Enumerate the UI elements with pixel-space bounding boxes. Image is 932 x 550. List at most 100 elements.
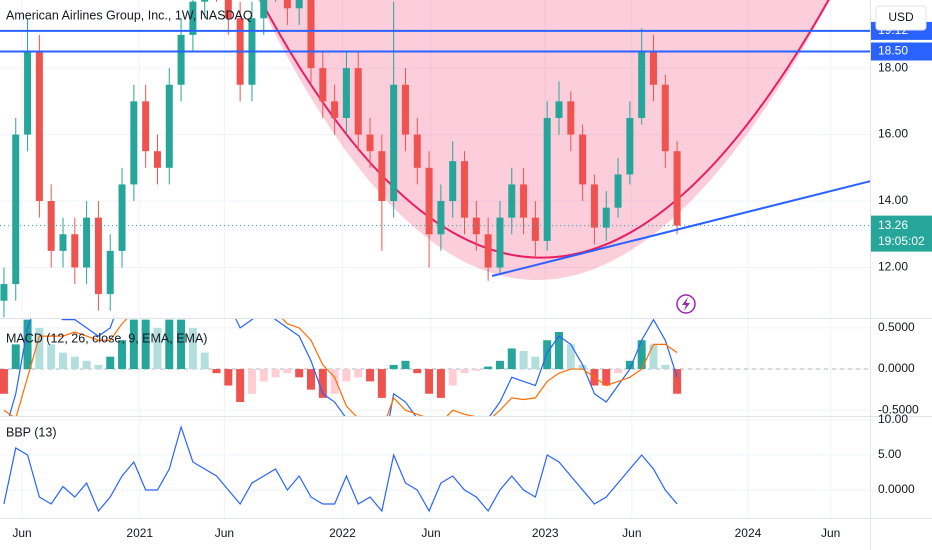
candle-body: [531, 217, 539, 241]
y-tick-label: 0.5000: [878, 320, 915, 334]
y-tick-label: 14.00: [878, 193, 908, 207]
candle-body: [413, 134, 421, 168]
y-tick-label: 0.0000: [878, 361, 915, 375]
candle-body: [307, 0, 315, 69]
x-tick-label: Jun: [622, 526, 641, 540]
last-price-label: 13.26: [878, 218, 908, 232]
currency-button[interactable]: [875, 5, 927, 31]
macd-histogram-bar: [236, 369, 245, 402]
macd-histogram-bar: [11, 344, 20, 370]
currency[interactable]: USD: [888, 10, 914, 24]
y-tick-label: 5.00: [878, 447, 902, 461]
candle-body: [165, 84, 173, 168]
macd-histogram-bar: [23, 319, 32, 370]
macd-histogram-bar: [507, 348, 516, 370]
candle-body: [638, 51, 646, 118]
macd-histogram-bar: [306, 369, 315, 390]
macd-histogram-bar: [578, 364, 587, 370]
candle-body: [342, 68, 350, 118]
candle-body: [579, 134, 587, 185]
macd-histogram-bar: [141, 319, 150, 370]
x-tick-label: 2022: [329, 526, 356, 540]
candle-body: [437, 201, 445, 235]
candle-body: [319, 68, 327, 102]
macd-histogram-bar: [448, 369, 457, 386]
macd-histogram-bar: [377, 369, 386, 398]
macd-histogram-bar: [436, 369, 445, 398]
macd-histogram-bar: [330, 369, 339, 394]
x-tick-label: Jun: [215, 526, 234, 540]
macd-histogram-bar: [129, 319, 138, 370]
macd-histogram-bar: [70, 356, 79, 370]
candle-body: [673, 151, 681, 226]
price-label: 18.50: [878, 44, 908, 58]
macd-histogram-bar: [177, 319, 186, 370]
candle-body: [425, 167, 433, 235]
alert-icon[interactable]: [676, 294, 696, 314]
candle-body: [567, 101, 575, 135]
candle-body: [201, 0, 209, 2]
candle-body: [354, 68, 362, 135]
candle-body: [390, 84, 398, 202]
macd-histogram-bar: [295, 369, 304, 378]
macd-histogram-bar: [212, 369, 221, 374]
macd-histogram-bar: [366, 369, 375, 382]
candle-body: [118, 184, 126, 251]
candle-body: [0, 284, 8, 301]
macd-histogram-bar: [649, 344, 658, 370]
trendline-group: [491, 180, 870, 277]
macd-histogram-bar: [224, 369, 233, 386]
macd-histogram-bar: [602, 369, 611, 386]
candle-body: [543, 117, 551, 241]
macd-histogram-bar: [188, 327, 197, 370]
candle-body: [142, 101, 150, 152]
macd-histogram-bar: [484, 366, 493, 370]
macd-histogram-bar: [106, 356, 115, 370]
macd-histogram-bar: [614, 369, 623, 374]
macd-histogram-bar: [566, 344, 575, 370]
candle-body: [283, 0, 291, 9]
candle-body: [94, 217, 102, 295]
candle-body: [331, 101, 339, 118]
trendline: [491, 180, 870, 277]
candle-body: [461, 161, 469, 218]
candle-body: [449, 161, 457, 202]
macd-histogram-bar: [94, 364, 103, 370]
macd-histogram-bar: [200, 352, 209, 370]
chart-title: American Airlines Group, Inc., 1W, NASDA…: [6, 8, 253, 22]
candle-body: [224, 0, 232, 19]
candle-body: [12, 134, 20, 285]
y-tick-label: 12.00: [878, 260, 908, 274]
y-tick-label: 10.00: [878, 412, 908, 426]
macd-pane: [0, 319, 870, 416]
candle-body: [614, 174, 622, 208]
last-price-bg: [871, 215, 932, 252]
macd-histogram-bar: [318, 369, 327, 398]
macd-histogram-bar: [118, 340, 127, 370]
countdown: 19:05:02: [878, 234, 925, 248]
candle-body: [401, 84, 409, 135]
cup-arc: [259, 0, 830, 259]
y-tick-label: 0.0000: [878, 482, 915, 496]
bbp-pane: [3, 424, 678, 513]
candle-body: [496, 217, 504, 268]
macd-histogram-bar: [389, 364, 398, 370]
candle-body: [106, 250, 114, 295]
macd-histogram-bar: [271, 369, 280, 378]
candle-body: [83, 217, 91, 268]
candle-body: [177, 34, 185, 85]
macd-title: MACD (12, 26, close, 9, EMA, EMA): [6, 331, 207, 345]
macd-histogram-bar: [0, 369, 8, 394]
candle-body: [153, 151, 161, 168]
candle-body: [602, 207, 610, 228]
axes: Jun 2021 Jun 2022 Jun 2023 Jun 2024 Jun 12.00 14.0…: [12, 21, 932, 540]
macd-histogram-bar: [555, 332, 564, 370]
price-label-bg: [871, 42, 932, 61]
x-tick-label: Jun: [421, 526, 440, 540]
y-tick-label: 16.00: [878, 127, 908, 141]
macd-histogram-bar: [637, 340, 646, 370]
macd-histogram-bar: [247, 369, 256, 394]
macd-line: [8, 319, 678, 416]
candle-body: [47, 201, 55, 251]
